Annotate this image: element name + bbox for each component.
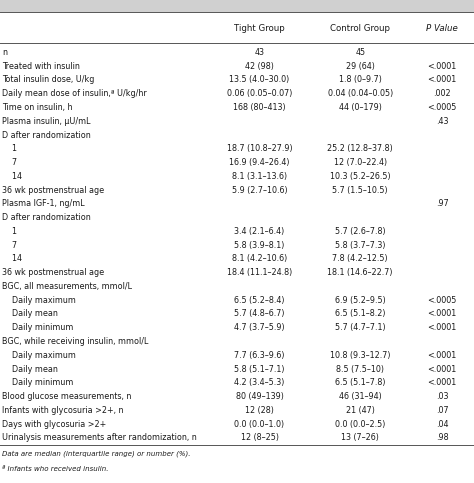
Text: Days with glycosuria >2+: Days with glycosuria >2+ bbox=[2, 420, 107, 428]
Text: Daily minimum: Daily minimum bbox=[2, 378, 74, 387]
Text: Daily mean: Daily mean bbox=[2, 310, 58, 318]
Text: 36 wk postmenstrual age: 36 wk postmenstrual age bbox=[2, 185, 104, 195]
Text: 5.8 (5.1–7.1): 5.8 (5.1–7.1) bbox=[234, 365, 285, 373]
Text: 13 (7–26): 13 (7–26) bbox=[341, 433, 379, 442]
Text: n: n bbox=[2, 48, 8, 57]
Text: 5.7 (1.5–10.5): 5.7 (1.5–10.5) bbox=[332, 185, 388, 195]
Text: 21 (47): 21 (47) bbox=[346, 406, 374, 415]
Text: <.0001: <.0001 bbox=[428, 75, 456, 85]
Text: 5.7 (4.8–6.7): 5.7 (4.8–6.7) bbox=[234, 310, 285, 318]
Text: 5.8 (3.9–8.1): 5.8 (3.9–8.1) bbox=[234, 241, 285, 250]
Text: Plasma insulin, μU/mL: Plasma insulin, μU/mL bbox=[2, 117, 91, 126]
Bar bbox=[0, 0, 474, 12]
Text: <.0005: <.0005 bbox=[428, 296, 456, 305]
Text: 16.9 (9.4–26.4): 16.9 (9.4–26.4) bbox=[229, 158, 290, 167]
Text: 1: 1 bbox=[2, 144, 18, 153]
Text: 14: 14 bbox=[2, 172, 22, 181]
Text: 13.5 (4.0–30.0): 13.5 (4.0–30.0) bbox=[229, 75, 290, 85]
Text: 0.04 (0.04–0.05): 0.04 (0.04–0.05) bbox=[328, 89, 393, 98]
Text: Total insulin dose, U/kg: Total insulin dose, U/kg bbox=[2, 75, 95, 85]
Text: <.0001: <.0001 bbox=[428, 323, 456, 332]
Text: Treated with insulin: Treated with insulin bbox=[2, 62, 80, 71]
Text: Tight Group: Tight Group bbox=[234, 25, 285, 33]
Text: 18.1 (14.6–22.7): 18.1 (14.6–22.7) bbox=[328, 268, 393, 277]
Text: 18.7 (10.8–27.9): 18.7 (10.8–27.9) bbox=[227, 144, 292, 153]
Text: 12 (28): 12 (28) bbox=[245, 406, 274, 415]
Text: BGC, while receiving insulin, mmol/L: BGC, while receiving insulin, mmol/L bbox=[2, 337, 149, 346]
Text: Data are median (interquartile range) or number (%).: Data are median (interquartile range) or… bbox=[2, 451, 191, 457]
Text: 7.7 (6.3–9.6): 7.7 (6.3–9.6) bbox=[234, 351, 285, 360]
Text: .43: .43 bbox=[436, 117, 448, 126]
Text: .04: .04 bbox=[436, 420, 448, 428]
Text: 8.1 (3.1–13.6): 8.1 (3.1–13.6) bbox=[232, 172, 287, 181]
Text: <.0001: <.0001 bbox=[428, 62, 456, 71]
Text: Time on insulin, h: Time on insulin, h bbox=[2, 103, 73, 112]
Text: ª Infants who received insulin.: ª Infants who received insulin. bbox=[2, 466, 109, 472]
Text: 12 (7.0–22.4): 12 (7.0–22.4) bbox=[334, 158, 387, 167]
Text: 8.1 (4.2–10.6): 8.1 (4.2–10.6) bbox=[232, 255, 287, 263]
Text: 10.3 (5.2–26.5): 10.3 (5.2–26.5) bbox=[330, 172, 391, 181]
Text: 5.7 (2.6–7.8): 5.7 (2.6–7.8) bbox=[335, 227, 385, 236]
Text: 5.7 (4.7–7.1): 5.7 (4.7–7.1) bbox=[335, 323, 385, 332]
Text: .97: .97 bbox=[436, 199, 448, 208]
Text: 12 (8–25): 12 (8–25) bbox=[240, 433, 279, 442]
Text: 8.5 (7.5–10): 8.5 (7.5–10) bbox=[336, 365, 384, 373]
Text: 3.4 (2.1–6.4): 3.4 (2.1–6.4) bbox=[234, 227, 285, 236]
Text: <.0001: <.0001 bbox=[428, 378, 456, 387]
Text: 43: 43 bbox=[255, 48, 264, 57]
Text: 80 (49–139): 80 (49–139) bbox=[236, 392, 283, 401]
Text: .98: .98 bbox=[436, 433, 448, 442]
Text: 42 (98): 42 (98) bbox=[245, 62, 274, 71]
Text: <.0001: <.0001 bbox=[428, 310, 456, 318]
Text: 7: 7 bbox=[2, 158, 18, 167]
Text: 168 (80–413): 168 (80–413) bbox=[233, 103, 286, 112]
Text: 4.2 (3.4–5.3): 4.2 (3.4–5.3) bbox=[234, 378, 285, 387]
Text: .03: .03 bbox=[436, 392, 448, 401]
Text: BGC, all measurements, mmol/L: BGC, all measurements, mmol/L bbox=[2, 282, 132, 291]
Text: 10.8 (9.3–12.7): 10.8 (9.3–12.7) bbox=[330, 351, 391, 360]
Text: .002: .002 bbox=[433, 89, 451, 98]
Text: Blood glucose measurements, n: Blood glucose measurements, n bbox=[2, 392, 132, 401]
Text: 4.7 (3.7–5.9): 4.7 (3.7–5.9) bbox=[234, 323, 285, 332]
Text: 18.4 (11.1–24.8): 18.4 (11.1–24.8) bbox=[227, 268, 292, 277]
Text: Daily mean: Daily mean bbox=[2, 365, 58, 373]
Text: <.0005: <.0005 bbox=[428, 103, 456, 112]
Text: 5.8 (3.7–7.3): 5.8 (3.7–7.3) bbox=[335, 241, 385, 250]
Text: 6.9 (5.2–9.5): 6.9 (5.2–9.5) bbox=[335, 296, 386, 305]
Text: <.0001: <.0001 bbox=[428, 365, 456, 373]
Text: 7: 7 bbox=[2, 241, 18, 250]
Text: Daily mean dose of insulin,ª U/kg/hr: Daily mean dose of insulin,ª U/kg/hr bbox=[2, 89, 147, 98]
Text: 0.0 (0.0–1.0): 0.0 (0.0–1.0) bbox=[235, 420, 284, 428]
Text: P Value: P Value bbox=[426, 25, 458, 33]
Text: 5.9 (2.7–10.6): 5.9 (2.7–10.6) bbox=[232, 185, 287, 195]
Text: Daily maximum: Daily maximum bbox=[2, 296, 76, 305]
Text: 0.0 (0.0–2.5): 0.0 (0.0–2.5) bbox=[335, 420, 385, 428]
Text: 14: 14 bbox=[2, 255, 22, 263]
Text: 7.8 (4.2–12.5): 7.8 (4.2–12.5) bbox=[332, 255, 388, 263]
Text: 6.5 (5.1–7.8): 6.5 (5.1–7.8) bbox=[335, 378, 385, 387]
Text: <.0001: <.0001 bbox=[428, 351, 456, 360]
Text: 45: 45 bbox=[355, 48, 365, 57]
Text: .07: .07 bbox=[436, 406, 448, 415]
Text: Daily minimum: Daily minimum bbox=[2, 323, 74, 332]
Text: D after randomization: D after randomization bbox=[2, 213, 91, 222]
Text: 0.06 (0.05–0.07): 0.06 (0.05–0.07) bbox=[227, 89, 292, 98]
Text: Urinalysis measurements after randomization, n: Urinalysis measurements after randomizat… bbox=[2, 433, 197, 442]
Text: 29 (64): 29 (64) bbox=[346, 62, 374, 71]
Text: D after randomization: D after randomization bbox=[2, 130, 91, 140]
Text: Control Group: Control Group bbox=[330, 25, 390, 33]
Text: 36 wk postmenstrual age: 36 wk postmenstrual age bbox=[2, 268, 104, 277]
Text: 6.5 (5.2–8.4): 6.5 (5.2–8.4) bbox=[234, 296, 285, 305]
Text: 1: 1 bbox=[2, 227, 18, 236]
Text: 25.2 (12.8–37.8): 25.2 (12.8–37.8) bbox=[328, 144, 393, 153]
Text: 44 (0–179): 44 (0–179) bbox=[339, 103, 382, 112]
Text: Infants with glycosuria >2+, n: Infants with glycosuria >2+, n bbox=[2, 406, 124, 415]
Text: 46 (31–94): 46 (31–94) bbox=[339, 392, 382, 401]
Text: 6.5 (5.1–8.2): 6.5 (5.1–8.2) bbox=[335, 310, 385, 318]
Text: Plasma IGF-1, ng/mL: Plasma IGF-1, ng/mL bbox=[2, 199, 85, 208]
Text: Daily maximum: Daily maximum bbox=[2, 351, 76, 360]
Text: 1.8 (0–9.7): 1.8 (0–9.7) bbox=[339, 75, 382, 85]
